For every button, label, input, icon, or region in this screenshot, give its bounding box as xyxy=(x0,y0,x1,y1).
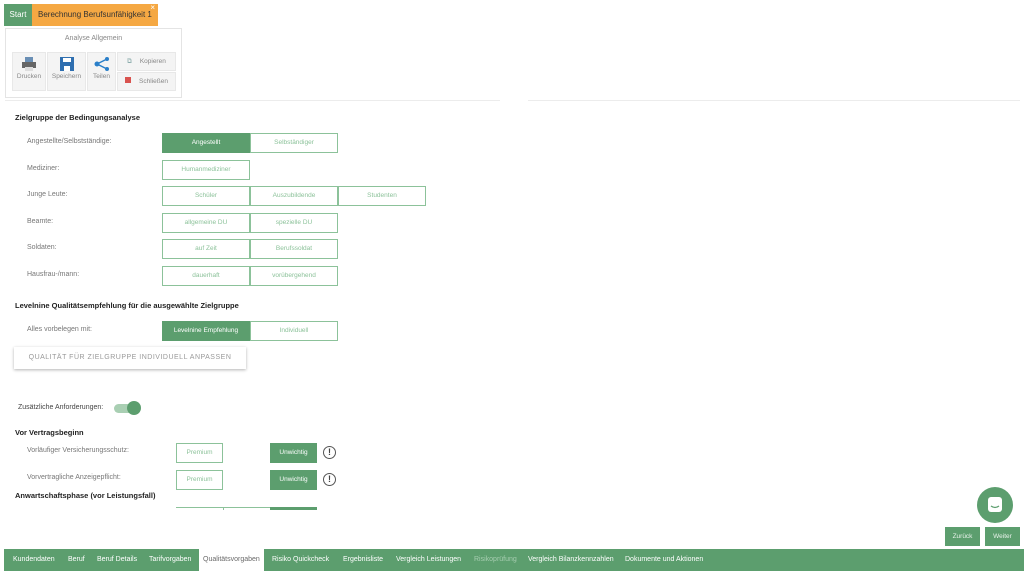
chat-icon xyxy=(988,497,1002,512)
share-button[interactable]: Teilen xyxy=(87,52,116,91)
exclamation-icon[interactable]: ! xyxy=(323,473,336,486)
nav-item[interactable]: Beruf xyxy=(68,556,85,563)
nav-item: Risikoprüfung xyxy=(474,556,517,563)
row-label: Hausfrau-/mann: xyxy=(27,271,80,278)
copy-icon: ⧉ xyxy=(127,58,132,65)
nav-item[interactable]: Tarifvorgaben xyxy=(149,556,192,563)
nav-item[interactable]: Kundendaten xyxy=(13,556,55,563)
tab-start[interactable]: Start xyxy=(4,4,32,26)
nav-item[interactable]: Beruf Details xyxy=(97,556,138,563)
save-label: Speichern xyxy=(51,73,82,80)
nav-item[interactable]: Vergleich Bilanzkennzahlen xyxy=(528,556,614,563)
section-title-recommendation: Levelnine Qualitätsempfehlung für die au… xyxy=(15,301,239,310)
option-levelnine-recommendation[interactable]: Levelnine Empfehlung xyxy=(162,321,250,341)
nav-item[interactable]: Vergleich Leistungen xyxy=(396,556,461,563)
share-label: Teilen xyxy=(93,73,110,80)
option-premium[interactable]: Premium xyxy=(176,470,223,490)
option-button[interactable]: Schüler xyxy=(162,186,250,206)
tab-label: Berechnung Berufsunfähigkeit 1 xyxy=(38,10,152,19)
copy-label: Kopieren xyxy=(139,58,166,65)
option-unimportant[interactable]: Unwichtig xyxy=(270,470,317,490)
option-button[interactable]: dauerhaft xyxy=(162,266,250,286)
extra-requirements-toggle[interactable] xyxy=(114,401,141,415)
customize-quality-button[interactable]: QUALITÄT FÜR ZIELGRUPPE INDIVIDUELL ANPA… xyxy=(14,347,246,369)
close-label: Schließen xyxy=(139,78,168,85)
close-icon[interactable]: × xyxy=(150,3,155,12)
row-label: Beamte: xyxy=(27,218,54,225)
option-button[interactable]: Studenten xyxy=(338,186,426,206)
section-title-before-contract: Vor Vertragsbeginn xyxy=(15,428,84,437)
printer-icon xyxy=(22,57,36,71)
row-label: Junge Leute: xyxy=(27,191,68,198)
back-button[interactable]: Zurück xyxy=(945,527,980,546)
option-button[interactable]: Auszubildende xyxy=(250,186,338,206)
option-premium[interactable]: Premium xyxy=(176,443,223,463)
close-button[interactable]: Schließen xyxy=(117,72,176,91)
exclamation-icon[interactable]: ! xyxy=(323,446,336,459)
share-icon xyxy=(94,57,109,71)
next-button[interactable]: Weiter xyxy=(985,527,1020,546)
option-button[interactable]: Selbständiger xyxy=(250,133,338,153)
toolbar-panel: Analyse Allgemein Drucken Speichern Teil… xyxy=(5,28,182,98)
nav-item[interactable]: Qualitätsvorgaben xyxy=(199,549,264,571)
nav-item[interactable]: Ergebnisliste xyxy=(343,556,384,563)
clipped-options xyxy=(176,507,317,510)
print-button[interactable]: Drucken xyxy=(12,52,46,91)
preset-label: Alles vorbelegen mit: xyxy=(27,326,92,333)
save-icon xyxy=(59,57,74,71)
nav-item[interactable]: Risiko Quickcheck xyxy=(272,556,330,563)
option-individual[interactable]: Individuell xyxy=(250,321,338,341)
option-button[interactable]: Berufssoldat xyxy=(250,239,338,259)
row-label: Mediziner: xyxy=(27,165,60,172)
option-unimportant[interactable]: Unwichtig xyxy=(270,443,317,463)
divider xyxy=(528,100,1020,101)
save-button[interactable]: Speichern xyxy=(47,52,86,91)
print-label: Drucken xyxy=(16,73,42,80)
bottom-navigation: Kundendaten Beruf Beruf Details Tarifvorgab… xyxy=(4,549,1024,571)
toolbar-title: Analyse Allgemein xyxy=(64,35,123,42)
close-box-icon xyxy=(125,77,132,83)
copy-button[interactable]: ⧉ Kopieren xyxy=(117,52,176,71)
divider xyxy=(5,100,500,101)
option-button[interactable]: Angestellt xyxy=(162,133,250,153)
row-label: Vorläufiger Versicherungsschutz: xyxy=(27,447,129,454)
extra-requirements-label: Zusätzliche Anforderungen: xyxy=(18,404,104,411)
option-button[interactable]: spezielle DU xyxy=(250,213,338,233)
option-button[interactable]: Humanmediziner xyxy=(162,160,250,180)
option-button[interactable]: auf Zeit xyxy=(162,239,250,259)
section-title-target-group: Zielgruppe der Bedingungsanalyse xyxy=(15,113,141,122)
row-label: Angestellte/Selbstständige: xyxy=(27,138,112,145)
section-title-waiting-phase: Anwartschaftsphase (vor Leistungsfall) xyxy=(15,491,156,500)
option-button[interactable]: allgemeine DU xyxy=(162,213,250,233)
tab-calculation[interactable]: Berechnung Berufsunfähigkeit 1 × xyxy=(32,3,158,26)
option-button[interactable]: vorübergehend xyxy=(250,266,338,286)
row-label: Soldaten: xyxy=(27,244,57,251)
nav-item[interactable]: Dokumente und Aktionen xyxy=(625,556,704,563)
row-label: Vorvertragliche Anzeigepflicht: xyxy=(27,474,121,481)
chat-button[interactable] xyxy=(977,487,1013,523)
